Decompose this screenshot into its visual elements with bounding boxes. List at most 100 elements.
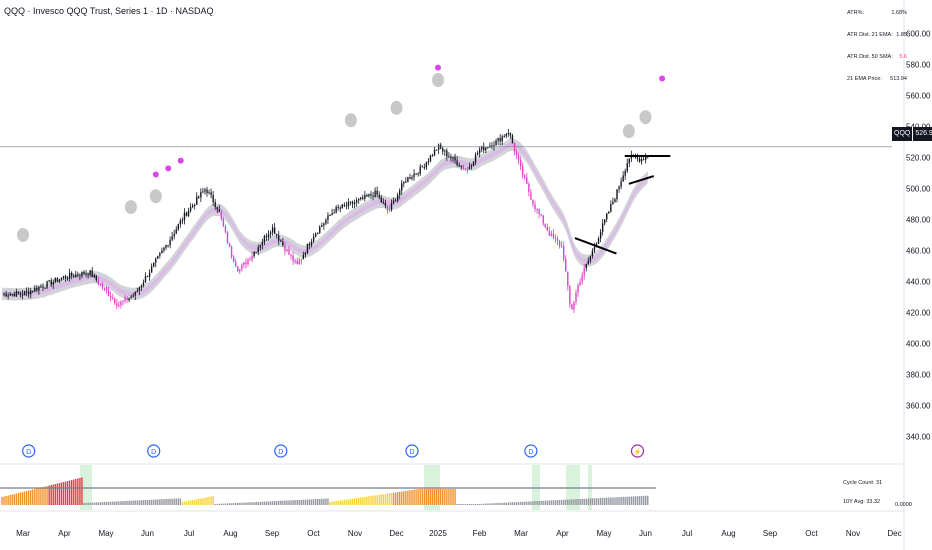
candle-body — [116, 303, 118, 306]
candle-body — [167, 244, 169, 246]
candle-body — [558, 241, 561, 246]
cloud-marker — [344, 113, 357, 128]
cycle-bar — [450, 489, 452, 505]
cycle-bar — [15, 493, 18, 505]
cycle-bar — [44, 486, 46, 505]
dividend-icon[interactable] — [22, 444, 36, 458]
candle-body — [296, 260, 298, 265]
candle-body — [462, 165, 464, 169]
candle-body — [27, 291, 30, 295]
candle-body — [38, 286, 40, 291]
candle-body — [341, 204, 343, 208]
cycle-bar — [599, 498, 602, 505]
cycle-bar — [107, 501, 110, 505]
cycle-bar — [17, 493, 20, 505]
cycle-bar — [548, 500, 551, 505]
candle-body — [446, 150, 448, 157]
cycle-bar — [585, 498, 587, 505]
cycle-bar — [353, 498, 356, 505]
y-tick-label: 560.00 — [906, 92, 931, 101]
cycle-bar — [440, 489, 442, 505]
split-icon[interactable] — [630, 444, 645, 458]
dividend-icon[interactable] — [524, 444, 538, 458]
candle-body — [179, 220, 182, 225]
chart-title: QQQ · Invesco QQQ Trust, Series 1 · 1D ·… — [4, 6, 214, 16]
candle-body — [587, 260, 589, 264]
candle-body — [636, 157, 639, 159]
cycle-bar — [427, 489, 430, 505]
signal-dot — [435, 64, 441, 71]
candle-body — [513, 143, 516, 152]
candle-body — [317, 232, 319, 234]
cycle-bar — [146, 499, 149, 505]
candle-body — [575, 292, 577, 302]
signal-dot — [659, 75, 666, 82]
dividend-icon[interactable] — [147, 444, 161, 458]
candle-body — [163, 247, 165, 251]
cycle-bar — [481, 503, 483, 505]
candle-body — [505, 134, 507, 137]
cycle-bar — [235, 503, 237, 505]
cycle-bar — [9, 495, 11, 505]
cycle-bar — [228, 503, 231, 505]
cycle-bar — [3, 496, 5, 505]
stat-row: ATR Dist. 50 SMA: 5.6 — [847, 54, 907, 76]
cycle-bar — [36, 488, 38, 505]
candle-body — [44, 287, 46, 289]
cloud-layer — [17, 64, 666, 242]
cycle-bar — [118, 501, 120, 505]
cycle-bar — [306, 499, 309, 505]
cycle-bar — [142, 500, 145, 505]
y-tick-label: 520.00 — [906, 154, 931, 163]
cycle-bar — [394, 492, 397, 505]
candle-body — [573, 301, 575, 310]
candle-body — [335, 207, 337, 213]
cycle-bar — [446, 489, 448, 505]
cycle-bar — [114, 501, 116, 505]
cycle-bar — [116, 501, 118, 505]
candle-body — [312, 236, 315, 242]
candle-body — [487, 147, 489, 149]
cycle-bar — [73, 479, 75, 505]
event-markers[interactable]: D D D D D ⚡ — [22, 444, 645, 458]
candle-body — [155, 258, 157, 263]
x-tick-label: May — [596, 529, 611, 538]
candle-body — [499, 138, 501, 142]
candle-body — [569, 286, 571, 305]
candle-body — [476, 153, 479, 155]
cycle-bar — [259, 501, 261, 505]
cycle-bar — [85, 502, 87, 505]
cycle-bar — [290, 500, 292, 505]
candle-body — [140, 285, 143, 288]
dividend-icon[interactable] — [274, 444, 288, 458]
candle-body — [226, 232, 229, 244]
candle-body — [372, 195, 374, 197]
cycle-bar — [194, 499, 196, 505]
cycle-bar — [647, 495, 649, 505]
cycle-bar — [224, 503, 227, 505]
trend-line — [628, 175, 655, 185]
cycle-bar — [437, 489, 440, 505]
cycle-bar — [163, 499, 165, 505]
y-tick-label: 360.00 — [906, 402, 931, 411]
candle-body — [413, 173, 415, 178]
candle-body — [75, 274, 77, 277]
candle-body — [466, 169, 469, 171]
candle-body — [19, 293, 22, 295]
cycle-bar — [489, 503, 491, 505]
cycle-bar — [200, 498, 202, 505]
cycle-bar — [177, 498, 179, 505]
cycle-bar — [222, 503, 225, 505]
cycle-bar — [323, 498, 325, 505]
ema-band — [2, 138, 648, 301]
x-tick-label: Aug — [223, 529, 237, 538]
candle-body — [382, 202, 384, 204]
cycle-bar — [511, 502, 514, 505]
cycle-bar — [241, 502, 243, 505]
candle-body — [259, 245, 261, 248]
dividend-icon[interactable] — [405, 444, 419, 458]
candle-body — [286, 249, 288, 252]
candle-body — [444, 150, 446, 152]
cycle-bar — [503, 502, 505, 505]
